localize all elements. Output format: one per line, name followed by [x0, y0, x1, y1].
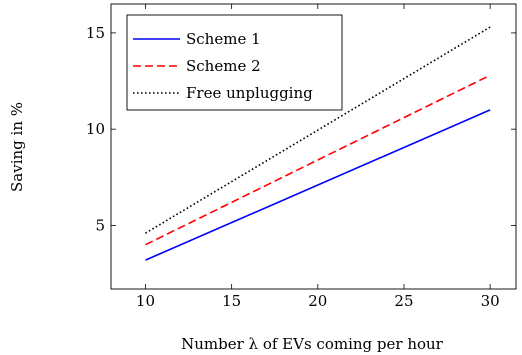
x-tick-label: 25 [394, 292, 413, 310]
plot-frame [110, 3, 517, 290]
y-tick-label: 15 [86, 24, 105, 42]
legend-label-1: Scheme 1 [186, 30, 261, 48]
y-tick-label: 5 [95, 216, 105, 234]
y-axis-title: Saving in % [8, 102, 26, 192]
series-line-3 [145, 26, 491, 234]
legend-label-3: Free unplugging [186, 84, 313, 102]
legend-label-2: Scheme 2 [186, 57, 261, 75]
legend: Scheme 1 Scheme 2 Free unplugging [126, 14, 343, 111]
x-tick-label: 10 [136, 292, 155, 310]
x-tick-label: 30 [481, 292, 500, 310]
series-line-2 [145, 74, 491, 246]
y-tick-label: 10 [86, 120, 105, 138]
x-axis-title: Number λ of EVs coming per hour [181, 335, 444, 353]
x-tick-label: 15 [222, 292, 241, 310]
y-axis: 5 10 15 [86, 24, 516, 234]
x-tick-label: 20 [308, 292, 327, 310]
plot-area [145, 26, 491, 261]
x-axis: 10 15 20 25 30 [136, 4, 500, 310]
series-line-1 [145, 109, 491, 261]
legend-box [126, 14, 343, 111]
